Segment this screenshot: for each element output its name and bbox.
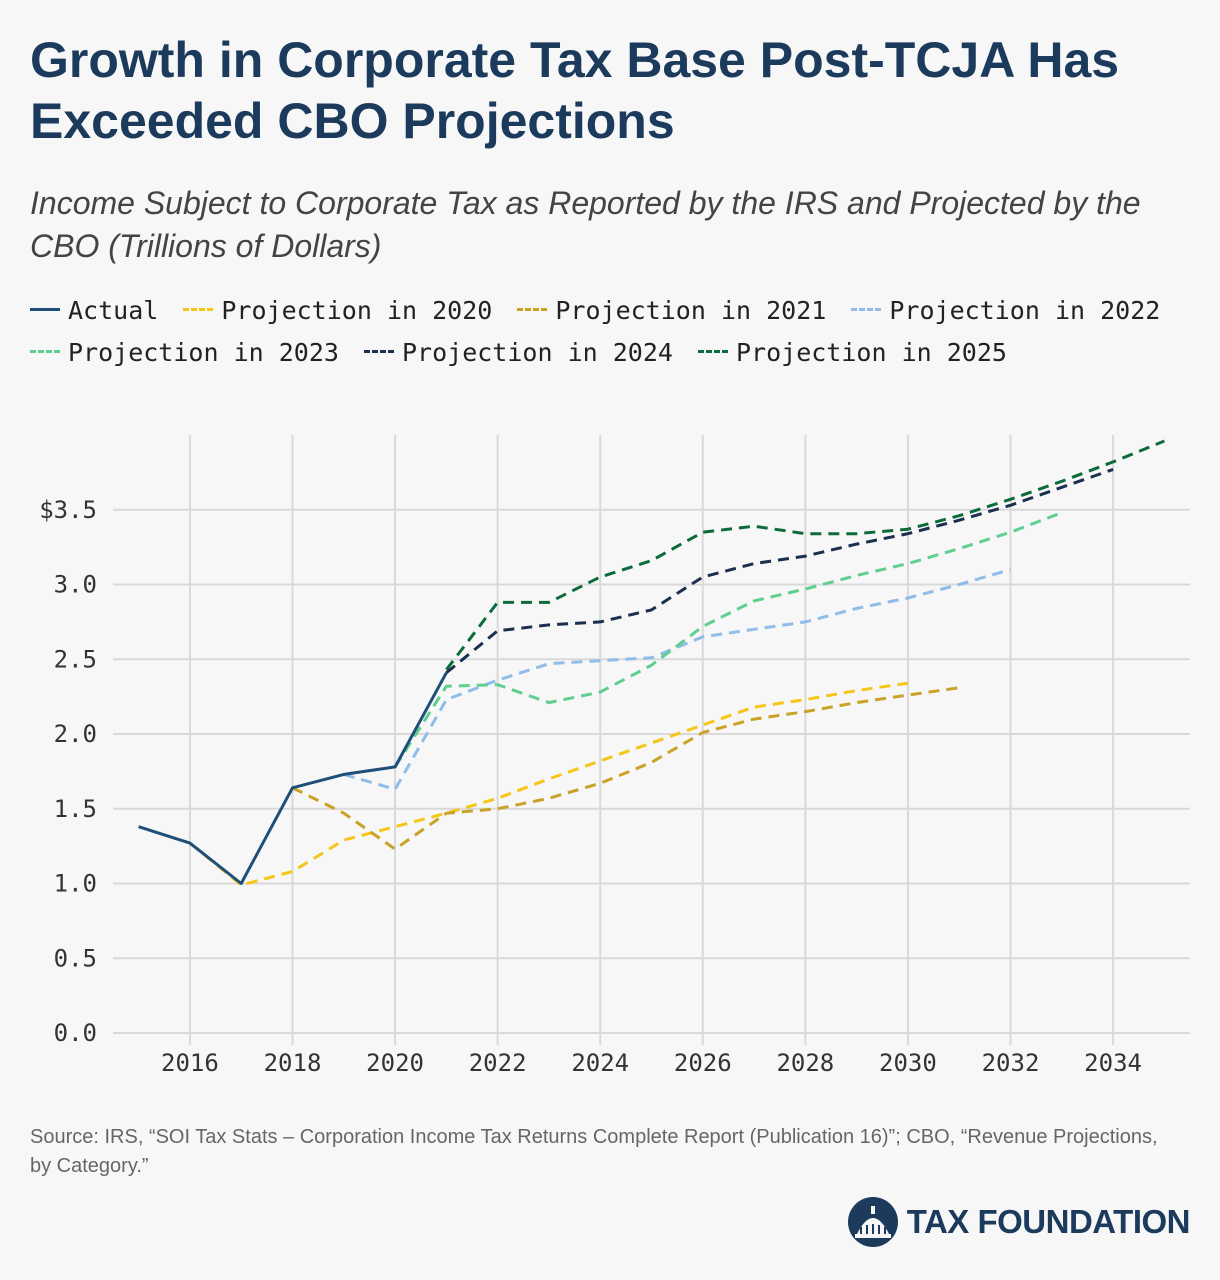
legend-item: Projection in 2021 [517,296,826,325]
legend-swatch [851,307,882,311]
legend-label: Projection in 2025 [736,338,1007,367]
y-tick-label: 1.0 [54,870,97,898]
y-tick-label: 3.0 [54,571,97,599]
chart-series [138,439,1165,887]
legend-item: Projection in 2020 [183,296,492,325]
x-tick-label: 2024 [571,1049,629,1077]
x-tick-label: 2022 [469,1049,527,1077]
x-tick-label: 2016 [161,1049,219,1077]
tax-foundation-logo: TAX FOUNDATION [847,1196,1191,1248]
chart-title: Growth in Corporate Tax Base Post-TCJA H… [30,32,1120,149]
legend-item: Projection in 2025 [698,338,1007,367]
series-line-projection-in-2021 [291,686,960,851]
legend-swatch [30,349,60,353]
legend-label: Projection in 2022 [889,296,1161,325]
x-tick-label: 2026 [674,1049,732,1077]
legend-label: Projection in 2023 [68,338,339,367]
chart-legend: Actual Projection in 2020 Projection in … [30,290,1195,374]
series-line-actual [138,671,448,885]
legend-item: Projection in 2022 [851,296,1160,325]
series-line-projection-in-2024 [445,467,1114,674]
legend-swatch [517,307,548,311]
series-line-projection-in-2020 [188,681,909,887]
legend-item: Actual [30,296,158,325]
legend-label: Projection in 2020 [221,296,493,325]
x-tick-label: 2030 [879,1049,937,1077]
series-line-projection-in-2025 [445,439,1165,671]
legend-label: Projection in 2024 [402,338,673,367]
x-tick-label: 2018 [264,1049,322,1077]
x-tick-label: 2020 [366,1049,424,1077]
legend-swatch [364,349,394,353]
legend-swatch [183,307,214,311]
x-tick-label: 2034 [1084,1049,1142,1077]
legend-item: Projection in 2024 [364,338,673,367]
series-line-projection-in-2022 [343,568,1011,791]
capitol-dome-icon [847,1197,898,1247]
y-tick-label: 2.5 [54,645,97,673]
logo-text: TAX FOUNDATION [906,1203,1191,1240]
chart-grid [113,435,1190,1045]
legend-label: Projection in 2021 [555,296,827,325]
line-chart: 0.0 0.5 1.0 1.5 2.0 2.5 3.0 $3.5 2016 2018 2020 202… [39,435,1190,1077]
legend-item: Projection in 2023 [30,338,339,367]
x-tick-label: 2032 [982,1049,1040,1077]
source-note: Source: IRS, “SOI Tax Stats – Corporatio… [30,1126,1158,1177]
y-tick-label: 1.5 [54,795,97,823]
y-tick-label: 0.0 [54,1019,97,1047]
chart-subtitle: Income Subject to Corporate Tax as Repor… [30,185,1141,264]
y-tick-label: 0.5 [54,944,97,972]
y-tick-label: $3.5 [39,496,97,524]
legend-swatch [30,307,60,311]
y-tick-label: 2.0 [54,720,97,748]
legend-label: Actual [68,296,159,325]
chart-axes: 0.0 0.5 1.0 1.5 2.0 2.5 3.0 $3.5 2016 2018 2020 202… [39,496,1142,1077]
series-line-projection-in-2023 [393,511,1063,768]
x-tick-label: 2028 [776,1049,834,1077]
legend-swatch [698,349,728,353]
